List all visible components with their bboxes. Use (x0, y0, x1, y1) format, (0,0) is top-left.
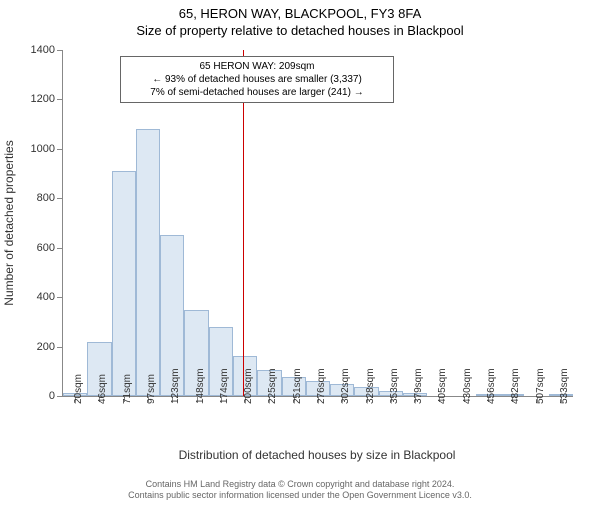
x-tick-label: 123sqm (170, 368, 181, 404)
info-box-line: 65 HERON WAY: 209sqm (127, 60, 387, 73)
x-tick-label: 148sqm (195, 368, 206, 404)
x-tick-label: 200sqm (243, 368, 254, 404)
x-axis-label: Distribution of detached houses by size … (62, 448, 572, 462)
x-tick-label: 97sqm (146, 374, 157, 404)
y-tick-label: 1200 (31, 93, 63, 105)
y-tick-label: 400 (37, 291, 63, 303)
histogram-bar (112, 171, 136, 396)
footer-line-1: Contains HM Land Registry data © Crown c… (0, 479, 600, 491)
x-tick-label: 430sqm (462, 368, 473, 404)
x-tick-label: 20sqm (73, 374, 84, 404)
x-tick-label: 533sqm (559, 368, 570, 404)
x-tick-label: 456sqm (486, 368, 497, 404)
x-tick-label: 225sqm (267, 368, 278, 404)
x-tick-label: 353sqm (389, 368, 400, 404)
x-tick-label: 405sqm (437, 368, 448, 404)
x-tick-label: 507sqm (535, 368, 546, 404)
y-tick-label: 600 (37, 242, 63, 254)
footer-attribution: Contains HM Land Registry data © Crown c… (0, 479, 600, 502)
info-box: 65 HERON WAY: 209sqm← 93% of detached ho… (120, 56, 394, 103)
x-tick-label: 328sqm (365, 368, 376, 404)
y-tick-label: 200 (37, 341, 63, 353)
histogram-bar (136, 129, 160, 396)
x-tick-label: 46sqm (97, 374, 108, 404)
y-axis-label: Number of detached properties (2, 140, 16, 305)
info-box-line: 7% of semi-detached houses are larger (2… (127, 86, 387, 99)
y-tick-label: 1000 (31, 143, 63, 155)
x-tick-label: 251sqm (292, 368, 303, 404)
y-tick-label: 1400 (31, 44, 63, 56)
x-tick-label: 302sqm (340, 368, 351, 404)
x-tick-label: 379sqm (413, 368, 424, 404)
info-box-line: ← 93% of detached houses are smaller (3,… (127, 73, 387, 86)
x-tick-label: 276sqm (316, 368, 327, 404)
y-tick-label: 800 (37, 192, 63, 204)
page-subtitle: Size of property relative to detached ho… (0, 23, 600, 38)
x-tick-label: 71sqm (122, 374, 133, 404)
x-tick-label: 482sqm (510, 368, 521, 404)
y-tick-label: 0 (49, 390, 63, 402)
footer-line-2: Contains public sector information licen… (0, 490, 600, 502)
x-tick-label: 174sqm (219, 368, 230, 404)
page-title: 65, HERON WAY, BLACKPOOL, FY3 8FA (0, 6, 600, 21)
